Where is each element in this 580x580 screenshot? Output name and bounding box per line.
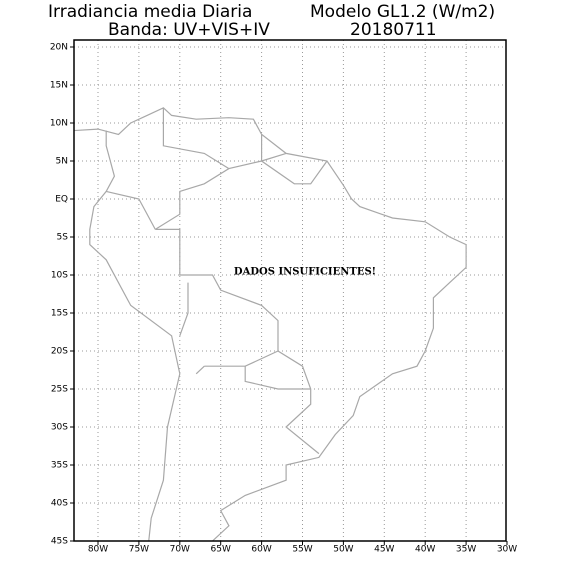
title: Modelo GL1.2 (W/m2): [310, 2, 495, 22]
lat-label: 30S: [51, 423, 68, 433]
lat-label: 15S: [51, 309, 68, 319]
lon-label: 70W: [170, 545, 190, 555]
title: Banda: UV+VIS+IV: [108, 20, 270, 40]
grid: [74, 40, 506, 541]
lat-label: 15N: [50, 81, 68, 91]
lat-label: 40S: [51, 499, 68, 509]
lat-label: EQ: [55, 195, 68, 205]
lon-label: 45W: [374, 545, 394, 555]
title: 20180711: [350, 20, 437, 40]
coastline: [89, 130, 181, 541]
lat-label: 5S: [57, 233, 69, 243]
title: Irradiancia media Diaria: [48, 2, 252, 22]
lat-label: 45S: [51, 537, 68, 547]
lon-label: 75W: [129, 545, 149, 555]
lon-label: 35W: [456, 545, 476, 555]
lon-label: 40W: [415, 545, 435, 555]
lat-label: 10N: [50, 119, 68, 129]
lon-label: 60W: [251, 545, 271, 555]
border: [179, 282, 189, 337]
lat-label: 10S: [51, 271, 68, 281]
lat-label: 35S: [51, 461, 68, 471]
lon-label: 65W: [211, 545, 231, 555]
lon-label: 30W: [497, 545, 517, 555]
border: [244, 366, 311, 390]
lat-label: 25S: [51, 385, 68, 395]
lon-label: 80W: [88, 545, 108, 555]
notice: DADOS INSUFICIENTES!: [234, 267, 376, 278]
lon-label: 50W: [333, 545, 353, 555]
border: [195, 365, 205, 375]
lon-label: 55W: [292, 545, 312, 555]
lat-label: 20N: [50, 43, 68, 53]
border: [162, 107, 230, 170]
border: [106, 190, 156, 230]
coastline: [74, 107, 467, 541]
coastlines: [74, 107, 467, 541]
map-frame: [73, 39, 507, 542]
lat-label: 20S: [51, 347, 68, 357]
border: [204, 350, 279, 367]
border: [155, 228, 320, 455]
border: [261, 134, 328, 185]
lat-label: 5N: [56, 157, 68, 167]
